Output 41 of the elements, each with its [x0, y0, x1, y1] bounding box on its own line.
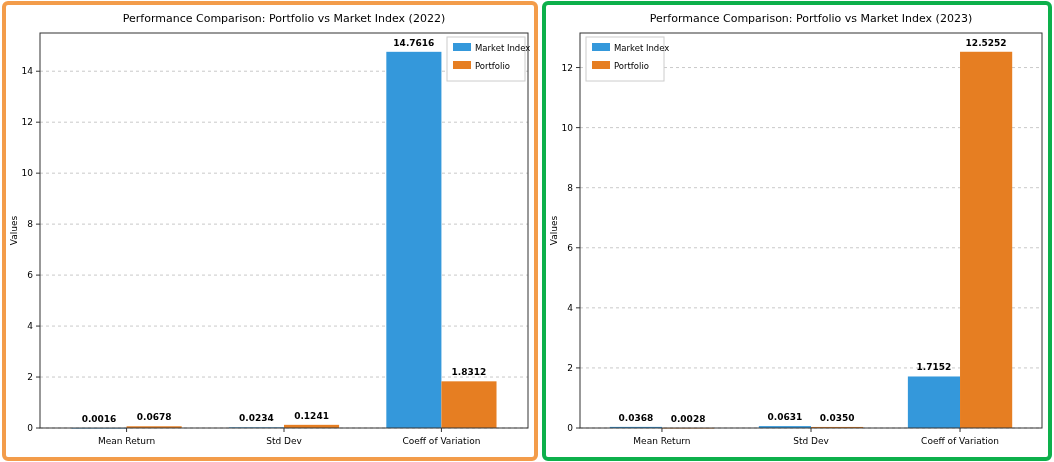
- y-tick-label: 8: [567, 182, 574, 193]
- y-tick-label: 2: [567, 363, 573, 374]
- chart-title: Performance Comparison: Portfolio vs Market Index (2022): [122, 12, 446, 25]
- data-label: 0.0368: [618, 412, 654, 423]
- y-tick-label: 6: [27, 270, 34, 281]
- legend-label: Portfolio: [614, 61, 649, 71]
- legend-label: Market Index: [614, 43, 670, 53]
- y-axis-title: Values: [9, 215, 19, 246]
- x-tick-label: Coeff of Variation: [921, 436, 999, 446]
- y-tick-label: 12: [21, 117, 33, 128]
- x-tick-label: Coeff of Variation: [402, 436, 481, 446]
- data-label: 0.0631: [767, 412, 803, 423]
- y-tick-label: 0: [27, 423, 34, 434]
- y-tick-label: 2: [27, 372, 33, 383]
- data-label: 0.1241: [294, 410, 329, 421]
- y-tick-label: 14: [21, 66, 34, 77]
- x-tick-label: Mean Return: [633, 436, 691, 446]
- data-label: 14.7616: [393, 37, 435, 48]
- y-tick-label: 4: [27, 321, 34, 332]
- y-tick-label: 0: [567, 423, 574, 434]
- data-label: 12.5252: [965, 37, 1007, 48]
- x-tick-label: Std Dev: [266, 436, 303, 446]
- data-label: 0.0234: [239, 413, 274, 424]
- y-axis-title: Values: [549, 215, 559, 246]
- data-label: 0.0350: [819, 412, 855, 423]
- y-tick-label: 10: [21, 168, 34, 179]
- y-tick-label: 12: [561, 62, 573, 73]
- x-tick-label: Std Dev: [793, 436, 830, 446]
- y-tick-label: 6: [567, 242, 574, 253]
- y-tick-label: 8: [27, 219, 34, 230]
- data-label: 1.7152: [916, 362, 952, 373]
- legend-label: Portfolio: [475, 61, 510, 71]
- data-label: 1.8312: [451, 367, 487, 378]
- chart-title: Performance Comparison: Portfolio vs Market Index (2023): [649, 12, 973, 25]
- y-tick-label: 10: [561, 122, 574, 133]
- data-label: 0.0016: [81, 413, 117, 424]
- y-tick-label: 4: [567, 303, 574, 313]
- legend-label: Market Index: [475, 43, 531, 53]
- data-label: 0.0028: [670, 413, 706, 424]
- data-label: 0.0678: [136, 412, 172, 423]
- x-tick-label: Mean Return: [97, 436, 156, 446]
